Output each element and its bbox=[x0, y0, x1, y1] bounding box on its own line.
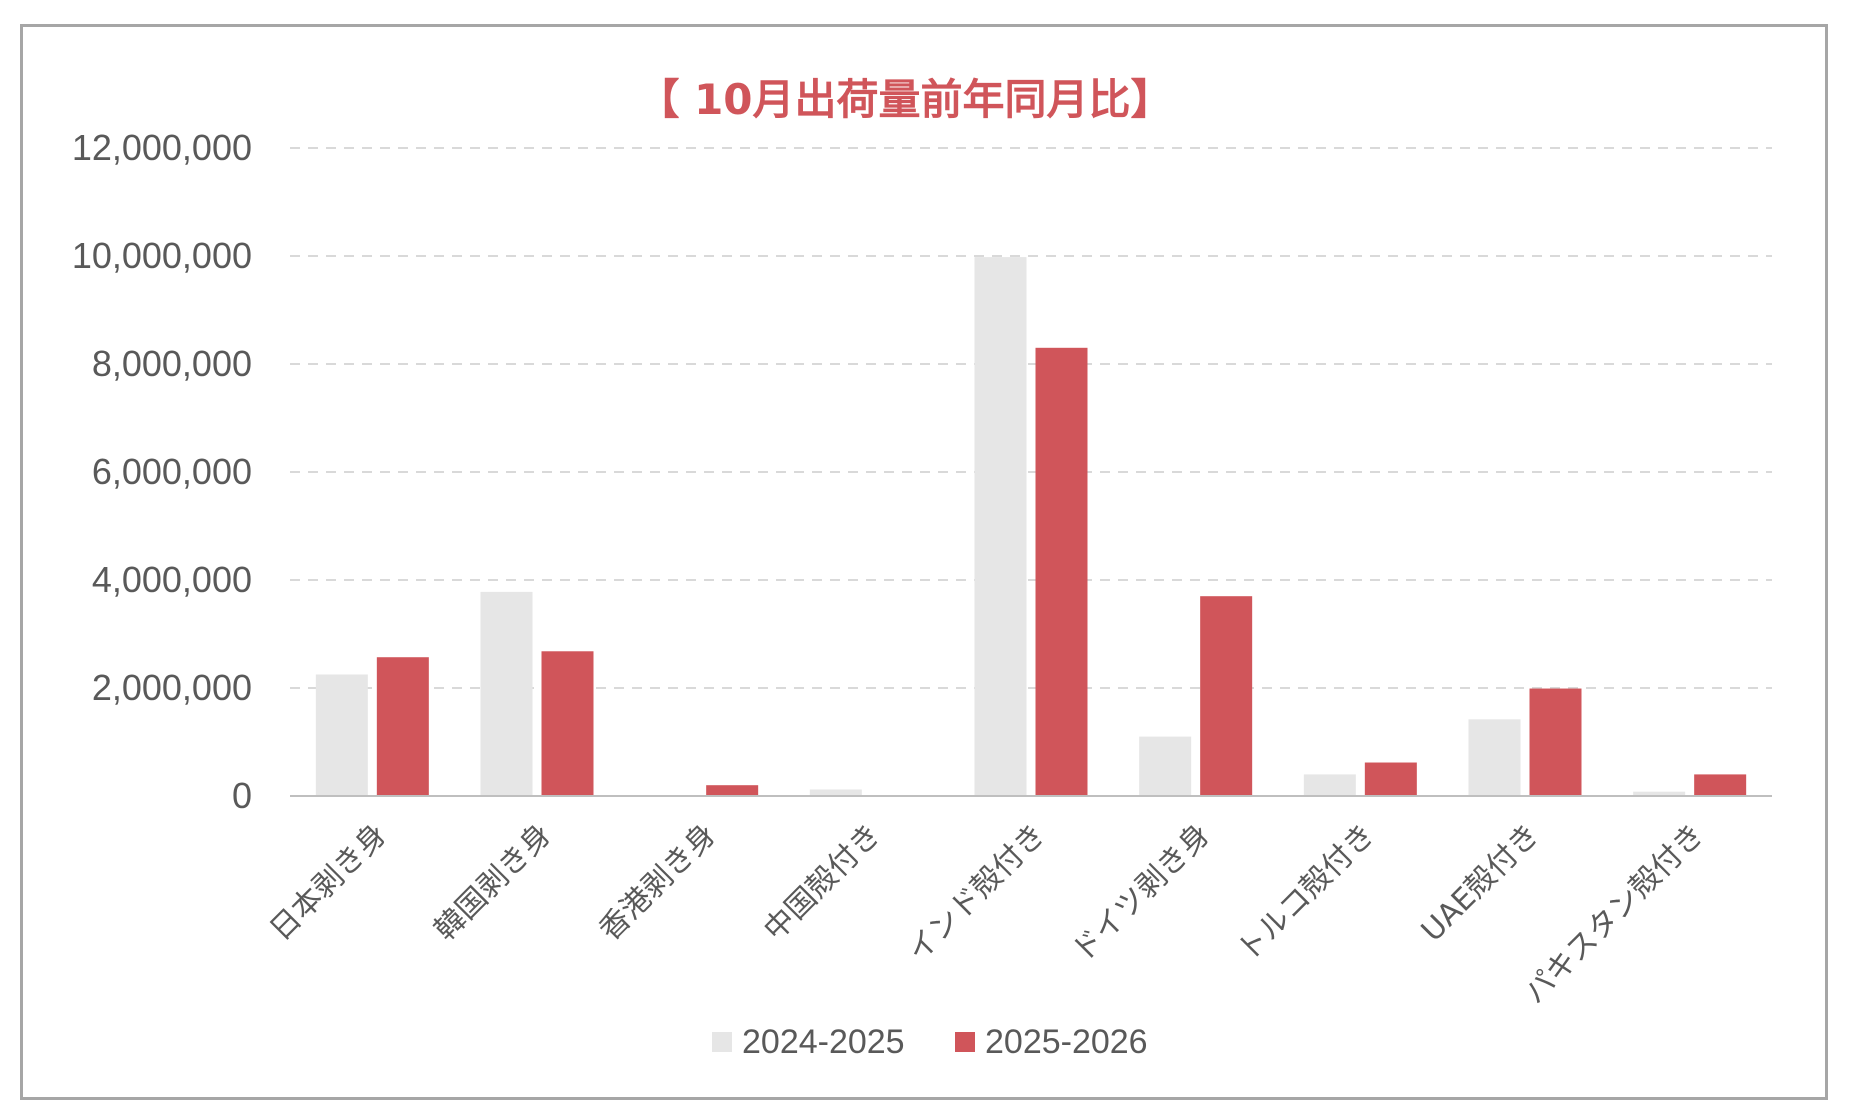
x-tick-label: ドイツ剥き身 bbox=[1065, 817, 1217, 969]
x-tick-label: 香港剥き身 bbox=[593, 817, 724, 948]
x-tick-label: インド殻付き bbox=[901, 817, 1053, 969]
x-tick-label: トルコ殻付き bbox=[1230, 817, 1382, 969]
bar-1 bbox=[809, 789, 862, 796]
y-tick-label: 0 bbox=[232, 775, 252, 816]
legend-label-2: 2025-2026 bbox=[985, 1023, 1148, 1061]
bar-2 bbox=[1529, 688, 1582, 796]
bar-2 bbox=[1364, 762, 1417, 796]
chart-frame bbox=[20, 24, 1828, 1100]
gridlines bbox=[290, 147, 1772, 689]
legend-swatch-2 bbox=[955, 1032, 975, 1052]
bar-2 bbox=[1035, 347, 1088, 796]
bar-1 bbox=[1468, 719, 1521, 796]
bar-1 bbox=[1633, 791, 1686, 796]
legend-swatch-1 bbox=[712, 1032, 732, 1052]
y-tick-label: 12,000,000 bbox=[72, 127, 252, 168]
chart-title: 【 10月出荷量前年同月比】 bbox=[637, 75, 1172, 124]
y-tick-label: 8,000,000 bbox=[92, 343, 252, 384]
bar-1 bbox=[315, 674, 368, 796]
x-axis: 日本剥き身 韓国剥き身 香港剥き身 中国殻付き インド殻付き ドイツ剥き身 トルコ殻付き UA… bbox=[263, 817, 1711, 1011]
legend: 2024-2025 2025-2026 bbox=[712, 1023, 1148, 1061]
bar-2 bbox=[706, 785, 759, 796]
x-tick-label: 韓国剥き身 bbox=[428, 817, 559, 948]
bar-1 bbox=[974, 257, 1027, 797]
bars bbox=[315, 257, 1747, 797]
bar-1 bbox=[1139, 736, 1192, 796]
y-tick-label: 10,000,000 bbox=[72, 235, 252, 276]
bar-2 bbox=[1694, 774, 1747, 796]
bar-1 bbox=[1303, 774, 1356, 796]
bar-2 bbox=[1200, 596, 1253, 796]
x-tick-label: パキスタン殻付き bbox=[1517, 817, 1711, 1011]
bar-2 bbox=[376, 657, 429, 796]
x-tick-label: UAE殻付き bbox=[1415, 817, 1547, 949]
legend-label-1: 2024-2025 bbox=[742, 1023, 905, 1061]
x-tick-label: 中国殻付き bbox=[757, 817, 888, 948]
y-tick-label: 4,000,000 bbox=[92, 559, 252, 600]
bar-1 bbox=[480, 591, 533, 796]
y-tick-label: 6,000,000 bbox=[92, 451, 252, 492]
y-tick-label: 2,000,000 bbox=[92, 667, 252, 708]
y-axis: 0 2,000,000 4,000,000 6,000,000 8,000,000 10,… bbox=[72, 127, 252, 816]
x-tick-label: 日本剥き身 bbox=[263, 817, 394, 948]
bar-2 bbox=[541, 651, 594, 796]
